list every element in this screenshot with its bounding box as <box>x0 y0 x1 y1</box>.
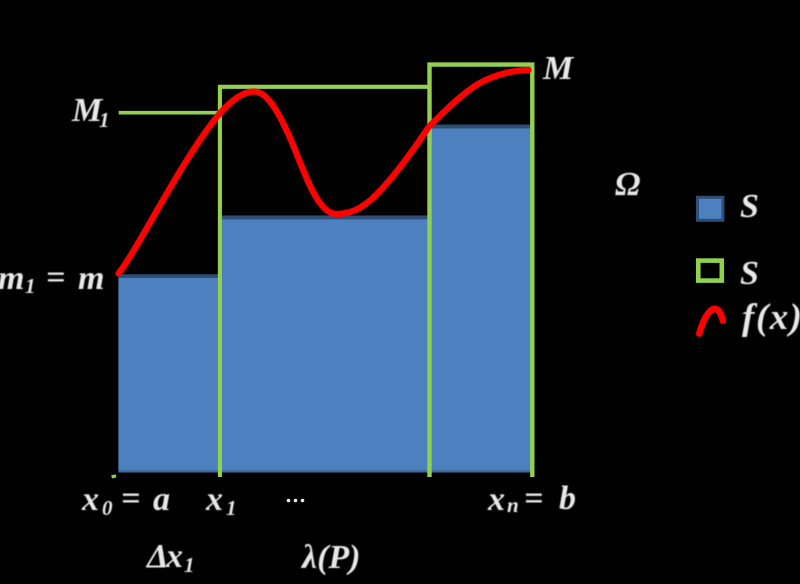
svg-text:x: x <box>81 481 99 518</box>
svg-text:S: S <box>740 255 759 292</box>
svg-text:b: b <box>559 480 576 517</box>
svg-text:(x): (x) <box>756 297 800 338</box>
svg-text:λ(P): λ(P) <box>300 539 361 576</box>
svg-text:M: M <box>71 92 104 129</box>
svg-text:n: n <box>507 493 519 517</box>
svg-text:x: x <box>487 481 505 518</box>
svg-text:a: a <box>153 481 170 518</box>
svg-text:0: 0 <box>102 496 113 520</box>
svg-text:f: f <box>742 297 758 338</box>
svg-text:S: S <box>740 188 759 225</box>
svg-text:m: m <box>0 260 24 297</box>
svg-text:Ω: Ω <box>615 166 640 203</box>
svg-text:1: 1 <box>25 274 36 298</box>
svg-text:m: m <box>78 260 104 297</box>
svg-text:x: x <box>205 481 223 518</box>
svg-text:Δ: Δ <box>145 538 168 575</box>
svg-text:=: = <box>46 259 65 296</box>
svg-text:1: 1 <box>99 108 110 132</box>
svg-text:1: 1 <box>184 553 195 577</box>
svg-text:x: x <box>165 538 183 575</box>
svg-text:1: 1 <box>226 496 237 520</box>
svg-text:=: = <box>121 480 140 517</box>
svg-text:=: = <box>524 480 543 517</box>
svg-text:M: M <box>542 50 575 87</box>
